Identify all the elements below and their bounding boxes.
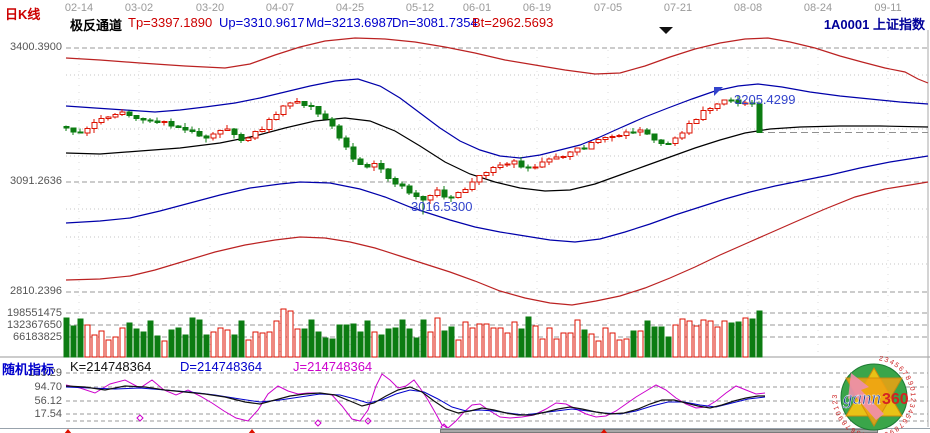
stochastic-axis-label: 94.70 [34,381,62,393]
date-label: 08-24 [803,2,833,14]
channel-param: Md=3213.6987 [306,15,394,30]
date-label: 06-19 [522,2,552,14]
channel-param: Up=3310.9617 [219,15,305,30]
date-label: 03-20 [195,2,225,14]
last-close-annotation: 3205.4299 [734,92,796,107]
date-label: 07-21 [663,2,693,14]
stochastic-axis-label: 17.54 [34,408,62,420]
logo-360-text: 360 [882,391,909,408]
date-label: 08-08 [733,2,763,14]
date-label: 02-14 [64,2,94,14]
date-label: 06-01 [462,2,492,14]
horizontal-scrollbar-thumb[interactable] [440,429,878,433]
stochastic-k-line [65,385,765,416]
stochastic-diamond-marker [136,414,144,422]
price-axis-label: 3091.2636 [10,175,62,187]
symbol-code: 1A0001 [823,17,870,32]
volume-axis-label: 132367650 [6,319,62,331]
stochastic-diamond-marker [314,419,322,427]
date-label: 03-02 [124,2,154,14]
stochastic-j-line [65,373,766,429]
position-marker-icon [659,27,673,34]
buy-signal-icon [64,429,72,433]
volume-bars [63,308,763,358]
volume-axis-label: 66183825 [13,331,62,343]
stochastic-axis-label: 56.12 [34,395,62,407]
channel-line-Dn [65,155,929,243]
channel-line-Up [65,78,929,159]
chart-type-label[interactable]: 日K线 [5,7,41,22]
stochastic-d-line [65,386,766,416]
price-flag-icon [714,87,723,96]
stochastic-axis-label: 133.29 [28,367,62,379]
date-label: 04-07 [265,2,295,14]
symbol-name: 上证指数 [872,17,925,32]
stochastic-diamond-marker [364,417,372,425]
period-low-annotation: 3016.5300 [411,199,473,214]
date-label: 05-12 [405,2,435,14]
candlestick-series [63,95,763,215]
stochastic-j-value: J=214748364 [293,359,373,374]
indicator-name[interactable]: 极反通道 [70,18,123,33]
date-label: 07-05 [593,2,623,14]
gann360-logo: 23456789012345678901234567890123 gann 36… [832,356,915,433]
logo-gann-text: gann [843,388,881,409]
stochastic-d-value: D=214748364 [180,359,263,374]
buy-signal-icon [600,429,608,433]
channel-line-Tp [65,37,929,84]
channel-line-Md [65,117,929,192]
buy-signal-icon [248,429,256,433]
channel-param: Dn=3081.7354 [392,15,478,30]
volume-axis-label: 198551475 [6,307,62,319]
channel-param: Tp=3397.1890 [128,15,213,30]
price-axis-label: 2810.2396 [10,285,62,297]
stochastic-indicator-title[interactable]: 随机指标 [2,362,55,377]
logo-arrow-icon [848,373,884,420]
channel-param: Bt=2962.5693 [472,15,554,30]
date-label: 09-11 [874,2,902,14]
stochastic-k-value: K=214748364 [70,359,152,374]
price-axis-label: 3400.3900 [10,41,62,53]
date-label: 04-25 [335,2,365,14]
channel-line-Bt [65,181,929,306]
symbol-title: 1A0001 上证指数 [824,14,925,33]
